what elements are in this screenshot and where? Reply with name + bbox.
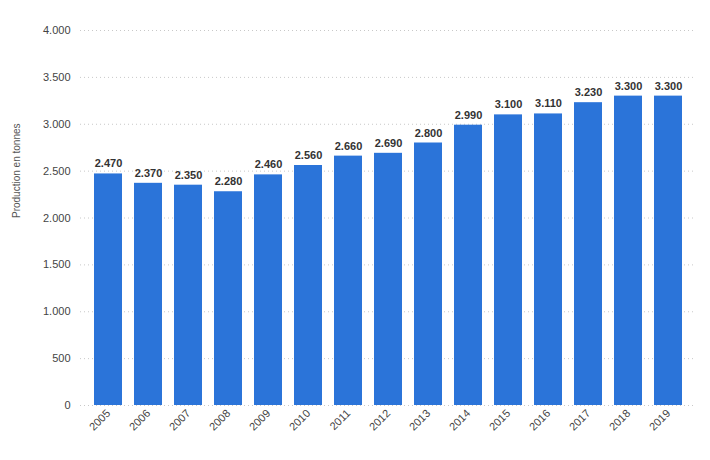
svg-text:2012: 2012 [367,407,393,433]
svg-text:3.300: 3.300 [655,80,683,92]
svg-text:2.350: 2.350 [175,169,203,181]
svg-text:2.470: 2.470 [95,157,123,169]
svg-text:3.300: 3.300 [615,80,643,92]
svg-text:2011: 2011 [327,407,352,432]
svg-text:2.990: 2.990 [455,109,483,121]
svg-text:2.560: 2.560 [295,149,323,161]
svg-text:500: 500 [52,352,70,364]
svg-text:Production en tonnes: Production en tonnes [11,123,22,218]
svg-text:2.460: 2.460 [255,158,283,170]
svg-text:1.500: 1.500 [43,258,71,270]
svg-text:2018: 2018 [607,407,633,433]
svg-text:2.660: 2.660 [335,140,363,152]
svg-text:2017: 2017 [567,407,593,433]
svg-text:4.000: 4.000 [43,24,71,36]
svg-text:2016: 2016 [527,407,553,433]
svg-text:2005: 2005 [87,407,113,433]
svg-text:2009: 2009 [247,407,273,433]
svg-text:1.000: 1.000 [43,305,71,317]
svg-text:3.500: 3.500 [43,71,71,83]
svg-text:2010: 2010 [287,407,313,433]
svg-text:2.370: 2.370 [135,167,163,179]
svg-text:2007: 2007 [167,407,193,433]
svg-text:3.000: 3.000 [43,118,71,130]
svg-text:2014: 2014 [447,407,473,433]
svg-text:2.690: 2.690 [375,137,403,149]
svg-text:0: 0 [64,399,70,411]
svg-text:2.280: 2.280 [215,175,243,187]
svg-text:3.230: 3.230 [575,86,603,98]
svg-text:2015: 2015 [487,407,513,433]
svg-text:2.800: 2.800 [415,127,443,139]
svg-text:3.110: 3.110 [535,97,562,109]
svg-text:2019: 2019 [647,407,673,433]
svg-text:2013: 2013 [407,407,433,433]
svg-text:3.100: 3.100 [495,98,523,110]
svg-text:2006: 2006 [127,407,153,433]
svg-text:2008: 2008 [207,407,233,433]
svg-text:2.500: 2.500 [43,165,71,177]
svg-text:2.000: 2.000 [43,212,71,224]
